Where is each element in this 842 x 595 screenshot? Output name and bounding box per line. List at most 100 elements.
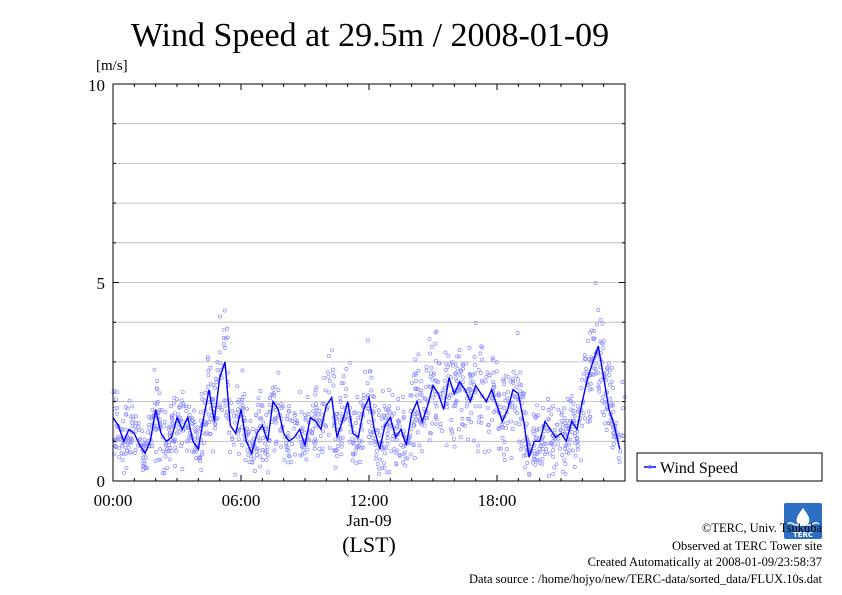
data-point [603, 421, 608, 426]
data-point [593, 367, 598, 372]
data-point [551, 448, 556, 452]
data-point [544, 441, 549, 446]
data-point [239, 400, 244, 405]
data-point [341, 374, 346, 379]
data-point [231, 442, 236, 447]
data-point [115, 390, 120, 395]
data-point [480, 357, 485, 362]
data-point [428, 431, 433, 436]
data-point [150, 407, 155, 412]
data-point [547, 451, 552, 456]
data-point [136, 420, 141, 425]
data-point [313, 438, 318, 443]
data-point [282, 457, 287, 462]
data-point [205, 384, 210, 389]
data-point [332, 447, 336, 452]
data-point [466, 437, 470, 442]
data-point [318, 418, 323, 423]
data-point [461, 363, 466, 368]
data-point [597, 386, 602, 391]
data-point [408, 433, 413, 438]
data-point [293, 412, 298, 417]
data-point [198, 454, 202, 459]
data-point [413, 357, 418, 362]
data-point [350, 458, 355, 463]
data-point [330, 370, 335, 375]
data-point [498, 405, 503, 410]
data-point [299, 410, 304, 415]
data-point [592, 328, 597, 333]
data-point [176, 412, 181, 417]
data-point [456, 427, 461, 432]
data-point [382, 451, 387, 456]
data-point [301, 448, 306, 453]
data-point [617, 459, 622, 464]
data-point [412, 414, 417, 419]
data-point [518, 370, 523, 375]
data-point [434, 379, 439, 383]
data-point [217, 405, 222, 410]
data-point [492, 383, 497, 387]
data-point [569, 394, 574, 399]
data-point [583, 416, 587, 421]
data-point [616, 455, 621, 460]
data-point [534, 414, 539, 419]
data-point [531, 429, 536, 434]
data-point [460, 375, 465, 380]
data-point [521, 439, 526, 444]
data-point [451, 436, 456, 441]
data-point [387, 470, 392, 474]
data-point [419, 449, 424, 454]
data-point [416, 414, 421, 419]
data-point [254, 453, 259, 457]
data-point [255, 402, 260, 407]
data-point [374, 453, 379, 458]
data-point [436, 361, 441, 366]
data-point [527, 471, 531, 476]
data-point [593, 371, 598, 376]
data-point [389, 449, 394, 454]
data-point [140, 460, 145, 465]
data-point [377, 471, 381, 476]
data-point [167, 443, 172, 448]
data-point [611, 430, 616, 435]
data-point [124, 412, 128, 417]
data-point [335, 412, 339, 416]
data-point [473, 320, 478, 325]
data-point [306, 412, 311, 416]
data-point [243, 458, 248, 463]
data-point [272, 448, 277, 453]
y-axis-label: [m/s] [96, 58, 128, 74]
data-point [359, 446, 364, 451]
data-point [516, 377, 520, 382]
data-point [372, 403, 377, 408]
data-point [361, 396, 366, 401]
data-point [374, 448, 379, 453]
data-point [541, 406, 546, 410]
terc-logo: TERC [784, 503, 822, 539]
data-point [338, 395, 343, 400]
x-axis-title: (LST) [342, 532, 396, 557]
data-point [433, 341, 438, 346]
data-point [575, 447, 580, 452]
data-point [551, 454, 556, 459]
data-point [383, 416, 388, 421]
data-point [473, 371, 477, 376]
data-point [227, 450, 232, 454]
data-point [500, 435, 505, 440]
data-point [506, 374, 511, 379]
data-point [394, 438, 399, 443]
data-point [540, 456, 545, 461]
data-point [236, 431, 241, 436]
data-point [258, 454, 263, 459]
data-point [618, 449, 623, 454]
data-point [608, 396, 613, 401]
data-point [279, 444, 284, 449]
data-point [304, 457, 309, 462]
data-point [270, 385, 275, 390]
data-point [292, 417, 297, 422]
data-point [131, 417, 136, 422]
data-point [192, 450, 197, 454]
data-point [375, 462, 380, 466]
data-point [208, 416, 213, 421]
